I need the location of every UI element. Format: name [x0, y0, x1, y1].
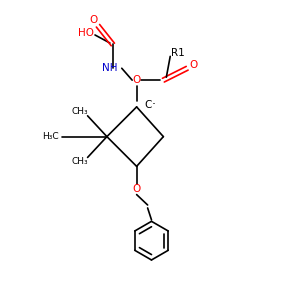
Text: O: O [189, 60, 197, 70]
Text: O: O [133, 184, 141, 194]
Text: R1: R1 [171, 48, 184, 59]
Text: H₃C: H₃C [42, 132, 59, 141]
Text: CH₃: CH₃ [72, 158, 88, 166]
Text: HO: HO [78, 28, 94, 38]
Text: ·: · [152, 98, 156, 111]
Text: NH: NH [102, 63, 118, 73]
Text: O: O [89, 15, 98, 26]
Text: CH₃: CH₃ [72, 107, 88, 116]
Text: O: O [133, 75, 141, 85]
Text: C: C [144, 100, 152, 110]
